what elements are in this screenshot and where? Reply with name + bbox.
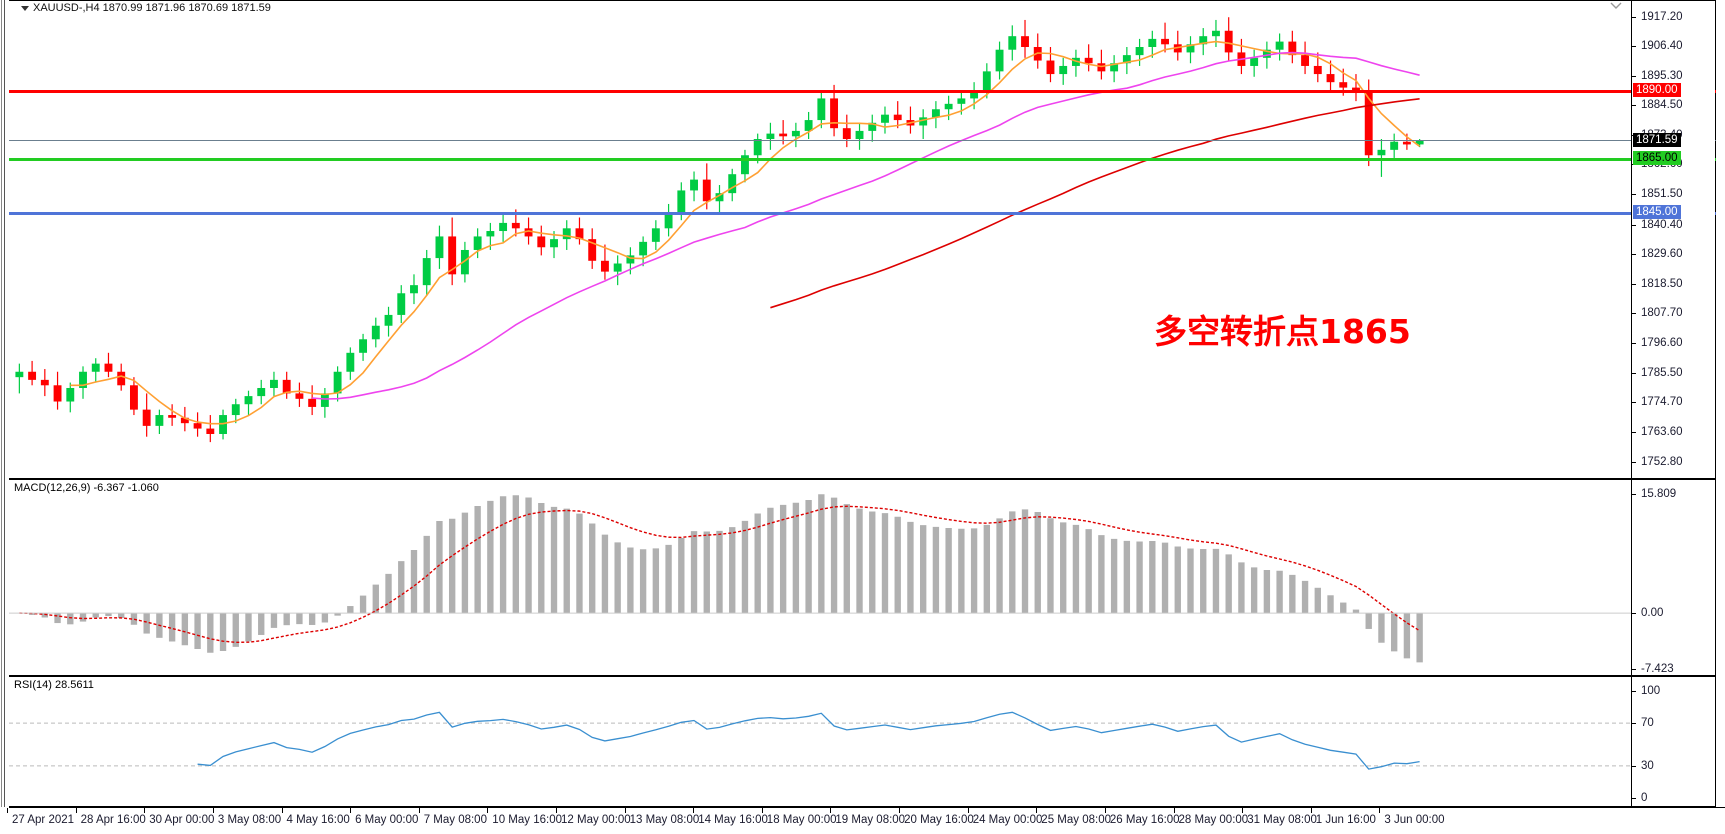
chevron-down-icon[interactable] (1605, 1, 1627, 11)
rsi-label: RSI(14) 28.5611 (14, 679, 94, 691)
price-tick: 1818.50 (1632, 278, 1683, 290)
time-tick: 25 May 08:00 (1036, 808, 1111, 826)
price-plot-area[interactable] (9, 1, 1715, 478)
time-tick: 24 May 00:00 (967, 808, 1043, 826)
macd-svg (9, 494, 1632, 663)
price-tick: 1895.30 (1632, 70, 1683, 82)
macd-plot-area (9, 480, 1715, 675)
price-tick: 1829.60 (1632, 248, 1683, 260)
macd-tick: 15.809 (1632, 488, 1676, 500)
time-tick: 30 Apr 00:00 (144, 808, 215, 826)
collapse-triangle-icon[interactable] (21, 5, 29, 11)
time-tick: 20 May 16:00 (899, 808, 974, 826)
time-tick: 28 Apr 16:00 (75, 808, 146, 826)
rsi-svg (9, 711, 1632, 770)
time-tick: 4 May 16:00 (281, 808, 350, 826)
time-tick: 1 Jun 16:00 (1310, 808, 1376, 826)
time-tick: 6 May 00:00 (350, 808, 419, 826)
time-tick: 28 May 00:00 (1173, 808, 1249, 826)
rsi-tick: 30 (1632, 760, 1654, 772)
price-tick: 1851.50 (1632, 188, 1683, 200)
price-tick: 1917.20 (1632, 11, 1683, 23)
support-line-1865[interactable] (9, 157, 1716, 161)
time-tick: 13 May 08:00 (624, 808, 700, 826)
time-tick: 12 May 00:00 (556, 808, 631, 826)
price-level-label[interactable]: 1845.00 (1633, 205, 1681, 220)
time-tick: 3 Jun 00:00 (1379, 808, 1445, 826)
chart-annotation: 多空转折点1865 (1154, 312, 1411, 351)
macd-tick: 0.00 (1632, 607, 1663, 619)
price-tick: 1906.40 (1632, 40, 1683, 52)
price-tick: 1884.50 (1632, 99, 1683, 111)
price-tick: 1785.50 (1632, 367, 1683, 379)
rsi-tick: 100 (1632, 685, 1660, 697)
rsi-axis: 100 70 30 0 (1631, 677, 1715, 806)
time-tick: 19 May 08:00 (830, 808, 906, 826)
time-tick: 31 May 08:00 (1242, 808, 1317, 826)
macd-axis: 15.809 0.00 -7.423 (1631, 480, 1715, 675)
rsi-pane[interactable]: RSI(14) 28.5611 100 70 30 0 (9, 676, 1716, 807)
price-tick: 1752.80 (1632, 456, 1683, 468)
rsi-tick: 70 (1632, 717, 1654, 729)
rsi-tick: 0 (1632, 792, 1647, 804)
macd-label: MACD(12,26,9) -6.367 -1.060 (14, 482, 159, 494)
current-price-line (9, 140, 1716, 142)
chart-header: XAUUSD-,H4 1870.99 1871.96 1870.69 1871.… (21, 2, 271, 14)
time-tick: 14 May 16:00 (693, 808, 768, 826)
time-tick: 26 May 16:00 (1104, 808, 1180, 826)
price-tick: 1807.70 (1632, 307, 1683, 319)
vertical-scroll-rail[interactable] (0, 0, 9, 807)
time-tick: 18 May 00:00 (761, 808, 837, 826)
time-tick: 27 Apr 2021 (6, 808, 75, 826)
time-tick: 10 May 16:00 (487, 808, 562, 826)
rsi-plot-area (9, 677, 1715, 806)
candlestick-svg (15, 17, 1424, 443)
price-pane[interactable]: 多空转折点1865 XAUUSD-,H4 1870.99 1871.96 187… (9, 0, 1716, 479)
price-level-label[interactable]: 1890.00 (1633, 83, 1681, 98)
symbol-quote-text: XAUUSD-,H4 1870.99 1871.96 1870.69 1871.… (33, 2, 271, 14)
time-tick: 7 May 08:00 (418, 808, 487, 826)
time-tick: 3 May 08:00 (212, 808, 282, 826)
price-level-label[interactable]: 1865.00 (1633, 150, 1681, 165)
price-tick: 1774.70 (1632, 396, 1683, 408)
price-tick: 1840.40 (1632, 219, 1683, 231)
resistance-line-1890[interactable] (9, 90, 1716, 94)
price-tick: 1796.60 (1632, 337, 1683, 349)
macd-tick: -7.423 (1632, 663, 1674, 675)
price-axis[interactable]: 1917.201906.401895.301884.501873.401862.… (1631, 1, 1715, 478)
price-level-label[interactable]: 1871.59 (1633, 133, 1681, 148)
window-controls-area[interactable] (1605, 1, 1627, 11)
support-line-1845[interactable] (9, 212, 1716, 216)
price-tick: 1763.60 (1632, 426, 1683, 438)
macd-pane[interactable]: MACD(12,26,9) -6.367 -1.060 15.809 0.00 -7… (9, 479, 1716, 676)
time-axis[interactable]: 27 Apr 2021 28 Apr 16:00 30 Apr 00:00 3 May… (6, 807, 1725, 834)
